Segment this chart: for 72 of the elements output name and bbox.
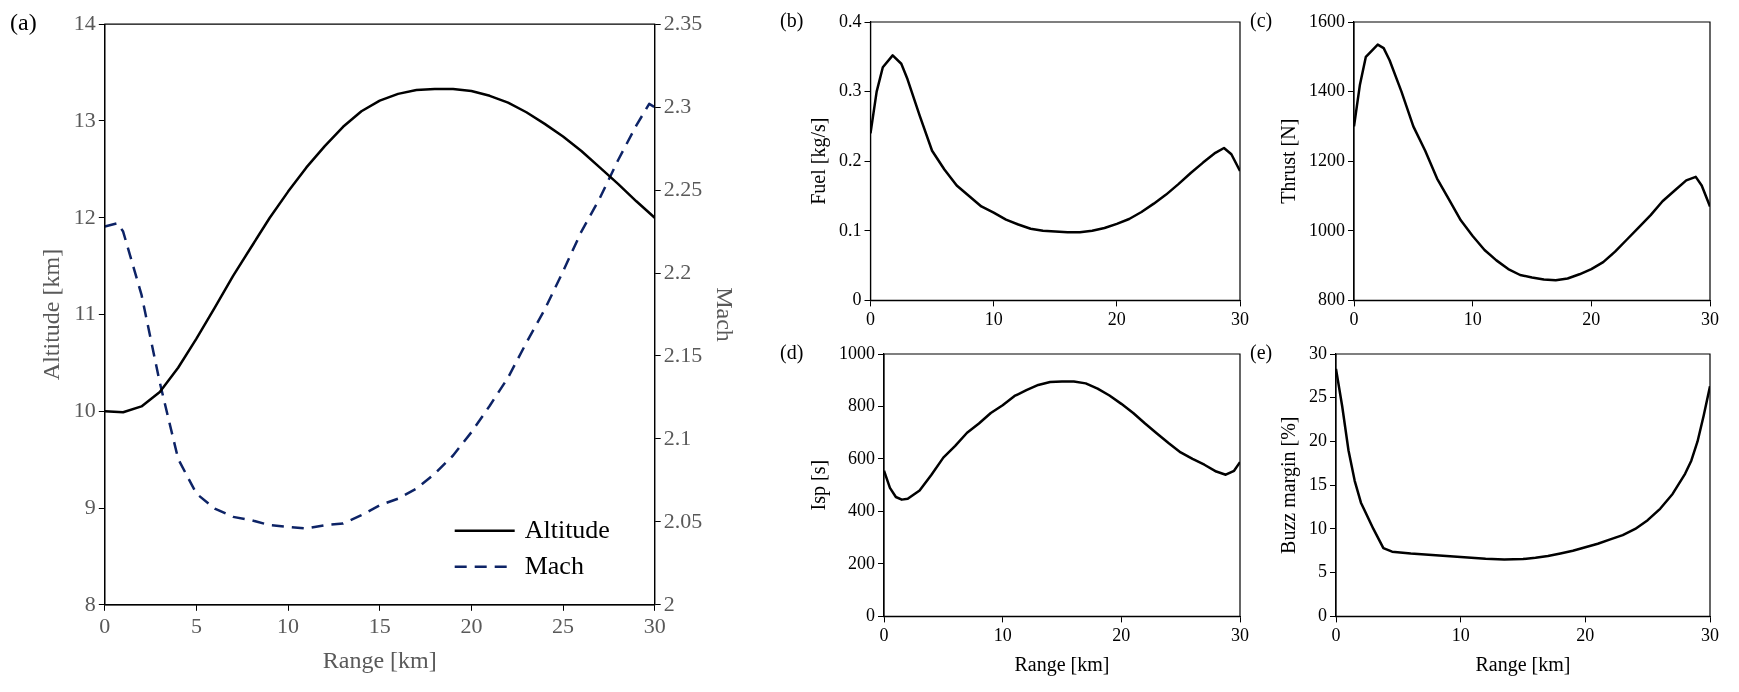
x-tick-label: 10 [1463,308,1482,329]
x-axis-title: Range [km] [1475,653,1571,677]
y-tick-label: 0 [852,289,862,310]
y-tick-label: 9 [84,493,96,519]
y-tick-label: 1600 [1309,10,1345,31]
chart-title: (a) [10,9,37,36]
x-tick-label: 30 [643,612,666,638]
x-axis-title: Range [km] [322,646,437,673]
legend-label: Altitude [524,514,610,544]
chart-title: (c) [1250,9,1273,33]
x-tick-label: 20 [1582,308,1601,329]
y-tick-label: 0.2 [839,149,862,170]
y2-tick-label: 2 [663,590,675,616]
x-tick-label: 20 [460,612,483,638]
x-tick-label: 5 [190,612,202,638]
y-tick-label: 0.4 [839,10,862,31]
y-axis-title: Altitude [km] [37,248,64,381]
y-tick-label: 1400 [1309,80,1345,101]
y2-tick-label: 2.3 [663,92,692,118]
y-axis-title: Fuel [kg/s] [807,117,831,205]
y-tick-label: 12 [73,203,96,229]
x-tick-label: 20 [1107,308,1126,329]
y2-tick-label: 2.05 [663,507,703,533]
y-tick-label: 400 [848,500,875,521]
x-tick-label: 10 [984,308,1003,329]
y-tick-label: 800 [848,395,875,416]
y-tick-label: 1000 [839,342,875,363]
y-tick-label: 25 [1309,386,1327,407]
y-tick-label: 600 [848,447,875,468]
x-tick-label: 30 [1231,624,1249,645]
y-tick-label: 800 [1318,289,1345,310]
x-tick-label: 10 [993,624,1012,645]
x-tick-label: 25 [552,612,575,638]
x-tick-label: 15 [368,612,391,638]
x-tick-label: 10 [277,612,300,638]
chart-title: (b) [780,9,804,33]
y-tick-label: 15 [1309,473,1327,494]
x-tick-label: 10 [1451,624,1470,645]
y2-tick-label: 2.15 [663,341,703,367]
y-tick-label: 8 [84,590,96,616]
y-tick-label: 200 [848,552,875,573]
y-tick-label: 20 [1309,430,1327,451]
y-axis-title: Buzz margin [%] [1277,416,1301,554]
chart-title: (e) [1250,341,1273,365]
y-tick-label: 14 [73,9,96,35]
x-tick-label: 30 [1231,308,1249,329]
y-tick-label: 5 [1318,561,1327,582]
x-tick-label: 20 [1112,624,1131,645]
y2-axis-title: Mach [712,287,739,342]
y-tick-label: 30 [1309,342,1327,363]
legend-label: Mach [524,550,584,580]
chart-title: (d) [780,341,804,365]
y-tick-label: 10 [73,397,96,423]
y-axis-title: Isp [s] [807,459,831,511]
y-tick-label: 10 [1309,517,1327,538]
x-tick-label: 0 [1349,308,1359,329]
y-tick-label: 0.1 [839,219,862,240]
x-tick-label: 20 [1576,624,1595,645]
x-tick-label: 0 [879,624,889,645]
x-tick-label: 30 [1701,624,1719,645]
x-tick-label: 30 [1701,308,1719,329]
y-tick-label: 0.3 [839,80,862,101]
y2-tick-label: 2.1 [663,424,692,450]
y-tick-label: 13 [73,106,96,132]
x-axis-title: Range [km] [1014,653,1110,677]
y2-tick-label: 2.35 [663,9,703,35]
y-axis-title: Thrust [N] [1277,118,1300,204]
y-tick-label: 1200 [1309,149,1345,170]
y-tick-label: 11 [74,300,96,326]
y2-tick-label: 2.25 [663,175,703,201]
y-tick-label: 1000 [1309,219,1345,240]
y2-tick-label: 2.2 [663,258,692,284]
